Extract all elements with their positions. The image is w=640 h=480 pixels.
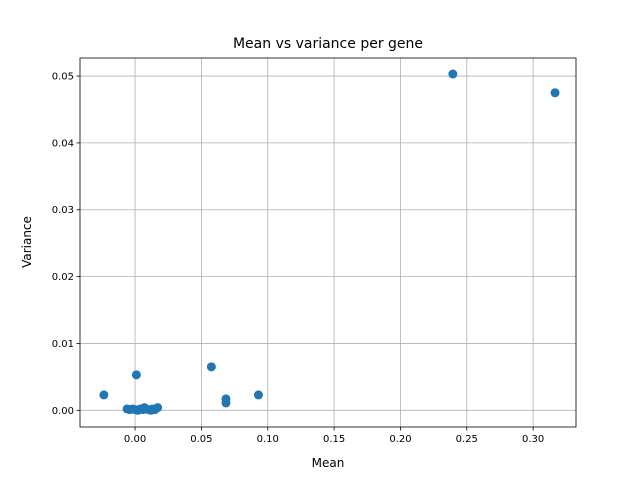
grid-lines xyxy=(80,58,576,427)
y-tick-label: 0.03 xyxy=(52,205,74,216)
y-axis-label: Variance xyxy=(20,216,34,268)
data-point xyxy=(206,362,216,372)
x-tick-label: 0.20 xyxy=(389,434,411,445)
x-tick-label: 0.10 xyxy=(257,434,279,445)
y-tick-label: 0.02 xyxy=(52,272,74,283)
x-tick-label: 0.05 xyxy=(190,434,212,445)
x-tick-label: 0.25 xyxy=(456,434,478,445)
data-point xyxy=(253,390,263,400)
x-axis-ticks: 0.00 0.05 0.10 0.15 0.20 0.25 0.30 xyxy=(124,427,544,445)
data-point xyxy=(550,88,560,98)
data-point xyxy=(448,69,458,79)
data-point xyxy=(99,390,109,400)
y-tick-label: 0.04 xyxy=(52,138,74,149)
data-points xyxy=(99,69,560,415)
chart-title: Mean vs variance per gene xyxy=(233,36,423,52)
y-tick-label: 0.01 xyxy=(52,339,74,350)
y-axis-ticks: 0.00 0.01 0.02 0.03 0.04 0.05 xyxy=(52,72,80,417)
y-tick-label: 0.05 xyxy=(52,72,74,83)
x-tick-label: 0.00 xyxy=(124,434,146,445)
y-tick-label: 0.00 xyxy=(52,406,74,417)
x-tick-label: 0.30 xyxy=(522,434,544,445)
data-point xyxy=(131,370,141,380)
x-tick-label: 0.15 xyxy=(323,434,345,445)
data-point xyxy=(153,403,163,413)
x-axis-label: Mean xyxy=(312,456,345,470)
data-point xyxy=(221,398,231,408)
plot-frame xyxy=(79,57,577,428)
